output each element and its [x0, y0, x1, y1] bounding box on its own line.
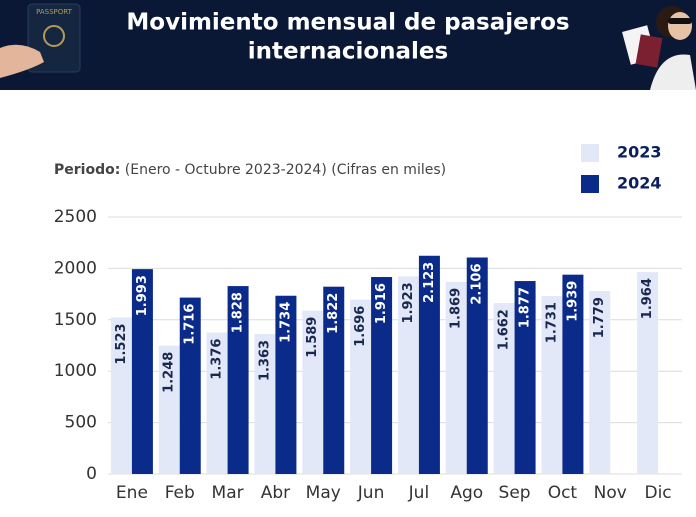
value-label: 1.828 — [231, 292, 246, 333]
value-label: 2.106 — [470, 264, 485, 305]
chart-title: internacionales — [248, 39, 448, 65]
y-tick-label: 1500 — [54, 310, 97, 330]
bar — [302, 310, 324, 474]
bar — [206, 332, 228, 474]
bar — [445, 281, 467, 474]
bar — [275, 295, 297, 474]
x-tick-label: Ago — [450, 483, 483, 503]
x-tick-label: Dic — [644, 483, 671, 503]
x-tick-label: Feb — [165, 483, 195, 503]
value-label: 1.248 — [162, 352, 177, 393]
subtitle-text: (Enero - Octubre 2023-2024) (Cifras en m… — [125, 162, 446, 178]
svg-text:PASSPORT: PASSPORT — [36, 8, 73, 16]
x-tick-label: May — [306, 483, 341, 503]
value-label: 1.662 — [497, 309, 512, 350]
value-label: 1.916 — [374, 283, 389, 324]
x-tick-label: Jul — [408, 483, 430, 503]
bar — [110, 317, 132, 474]
y-tick-label: 500 — [65, 413, 97, 433]
traveler-icon — [622, 6, 696, 90]
bar — [589, 291, 611, 474]
bar — [514, 281, 536, 474]
bar — [371, 277, 393, 474]
value-label: 1.696 — [353, 306, 368, 347]
bar — [179, 297, 201, 474]
bar — [637, 272, 659, 474]
bar — [254, 333, 276, 474]
legend-swatch — [581, 175, 599, 193]
subtitle: Periodo: (Enero - Octubre 2023-2024) (Ci… — [54, 162, 446, 178]
chart-title: Movimiento mensual de pasajeros — [126, 10, 569, 36]
value-label: 1.993 — [135, 275, 150, 316]
bar — [227, 286, 249, 474]
x-tick-label: Abr — [261, 483, 290, 503]
value-label: 1.964 — [640, 278, 655, 319]
bar — [418, 255, 440, 474]
value-label: 2.123 — [422, 262, 437, 303]
y-tick-label: 2500 — [54, 207, 97, 227]
x-tick-label: Sep — [499, 483, 531, 503]
legend-label: 2024 — [617, 174, 662, 193]
bar — [493, 303, 515, 474]
value-label: 1.363 — [257, 340, 272, 381]
value-label: 1.523 — [114, 323, 129, 364]
bar — [466, 257, 488, 474]
y-tick-label: 1000 — [54, 361, 97, 381]
value-label: 1.731 — [544, 302, 559, 343]
bar — [541, 296, 563, 474]
value-label: 1.923 — [401, 282, 416, 323]
bar — [158, 345, 180, 474]
bar — [323, 286, 345, 474]
value-label: 1.869 — [449, 288, 464, 329]
bar — [131, 269, 153, 474]
legend-swatch — [581, 144, 599, 162]
passport-icon: PASSPORT — [0, 3, 81, 78]
value-label: 1.734 — [278, 302, 293, 343]
header-band — [0, 0, 696, 90]
x-tick-label: Nov — [594, 483, 627, 503]
value-label: 1.822 — [326, 293, 341, 334]
bar — [350, 299, 372, 474]
x-tick-label: Ene — [116, 483, 148, 503]
legend-label: 2023 — [617, 143, 662, 162]
value-label: 1.877 — [518, 287, 533, 328]
value-label: 1.716 — [183, 304, 198, 345]
y-tick-label: 0 — [86, 464, 97, 484]
bar — [397, 276, 419, 474]
value-label: 1.779 — [592, 297, 607, 338]
value-label: 1.376 — [210, 339, 225, 380]
x-tick-label: Mar — [212, 483, 244, 503]
y-tick-label: 2000 — [54, 258, 97, 278]
x-tick-label: Oct — [548, 483, 578, 503]
subtitle-label: Periodo: — [54, 162, 120, 178]
value-label: 1.589 — [305, 317, 320, 358]
value-label: 1.939 — [565, 281, 580, 322]
x-tick-label: Jun — [357, 483, 385, 503]
bar — [562, 274, 584, 474]
